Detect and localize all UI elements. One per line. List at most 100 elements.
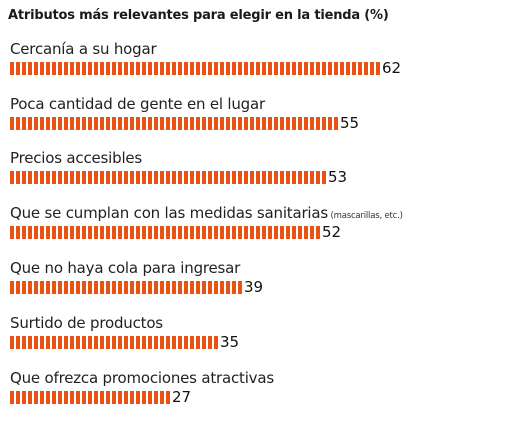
category-label-text: Que se cumplan con las medidas sanitaria… [10,204,329,222]
chart-row: Precios accesibles 53 [10,149,347,186]
bar-tick [130,226,134,239]
bar-tick [256,226,260,239]
bar-tick [184,62,188,75]
bar-tick [166,336,170,349]
bar-tick [172,226,176,239]
bar-tick [58,391,62,404]
bar-tick [118,336,122,349]
bar-tick [94,226,98,239]
bar-tick [184,281,188,294]
bar-tick [58,281,62,294]
bar-tick [82,62,86,75]
bar-tick [88,117,92,130]
bar-tick [172,281,176,294]
bar-tick [322,117,326,130]
bar-tick [100,171,104,184]
bar-tick [310,226,314,239]
category-label: Poca cantidad de gente en el lugar [10,95,359,113]
value-label: 55 [340,114,360,132]
bar-tick [364,62,368,75]
bar-tick [40,171,44,184]
bar-tick [58,62,62,75]
bar-tick [52,226,56,239]
bar-tick [34,117,38,130]
bar-tick [154,391,158,404]
bar-tick [22,336,26,349]
bar-tick [154,62,158,75]
category-label: Que no haya cola para ingresar [10,259,263,277]
bar-tick [208,226,212,239]
bar-tick [22,281,26,294]
bar-tick [28,281,32,294]
bar-tick [88,281,92,294]
bar-tick [22,391,26,404]
bar-tick [310,62,314,75]
category-label-text: Que ofrezca promociones atractivas [10,369,274,387]
bar-tick [250,117,254,130]
bar-tick [202,226,206,239]
bar-tick [40,391,44,404]
bar-tick [52,62,56,75]
bar-tick [334,62,338,75]
bar-tick [226,62,230,75]
bar-tick [220,117,224,130]
bar-tick [82,281,86,294]
bar-tick [292,171,296,184]
bar-tick [292,226,296,239]
bar-tick [334,117,338,130]
bar-tick [70,171,74,184]
bar-tick [268,117,272,130]
bar-tick [16,391,20,404]
bar-tick [178,336,182,349]
bar-tick [106,281,110,294]
bar-tick [256,171,260,184]
bar-tick [178,171,182,184]
bar-tick [304,62,308,75]
bar-tick [148,281,152,294]
bar-tick [136,336,140,349]
bar-tick [280,226,284,239]
bar-tick [28,391,32,404]
bar-tick [46,171,50,184]
bar-tick [94,281,98,294]
bar-tick [64,62,68,75]
bar-tick [160,281,164,294]
bar-tick [76,117,80,130]
bar-tick [190,62,194,75]
bar-tick [40,281,44,294]
bar-tick [226,117,230,130]
bar-tick [220,62,224,75]
bar-tick [124,391,128,404]
chart-row: Que ofrezca promociones atractivas 27 [10,369,274,406]
bar-tick [70,226,74,239]
bar-tick [28,62,32,75]
category-label: Que ofrezca promociones atractivas [10,369,274,387]
bar-tick [148,171,152,184]
bar-tick [268,171,272,184]
bar-tick [292,117,296,130]
bar-tick [16,226,20,239]
bar-tick [136,117,140,130]
bar-tick [70,281,74,294]
bar-tick [10,62,14,75]
bar-tick [274,171,278,184]
bar-tick [292,62,296,75]
bar-tick [58,226,62,239]
bar-tick [28,117,32,130]
bar-tick [40,62,44,75]
bar-tick [88,226,92,239]
category-label-text: Que no haya cola para ingresar [10,259,241,277]
bar-tick [232,226,236,239]
bar-tick [64,281,68,294]
bar-tick [10,391,14,404]
bar-tick [214,336,218,349]
bar-tick [202,281,206,294]
bar-tick [244,117,248,130]
bar-tick [298,226,302,239]
bar-tick [148,391,152,404]
bar-tick [76,281,80,294]
bar-tick [142,117,146,130]
bar [10,281,242,294]
bar-tick [10,226,14,239]
chart-row: Cercanía a su hogar 62 [10,40,401,77]
